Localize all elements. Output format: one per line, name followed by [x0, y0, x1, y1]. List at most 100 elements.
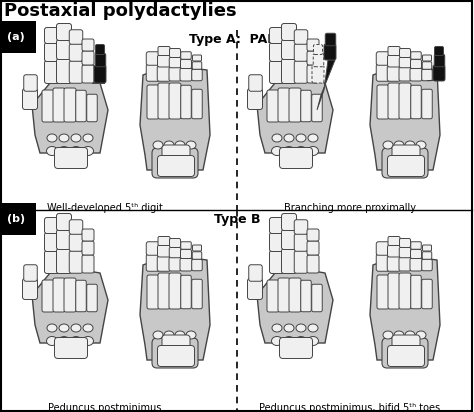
FancyBboxPatch shape	[181, 242, 191, 249]
FancyBboxPatch shape	[45, 232, 60, 251]
Polygon shape	[257, 267, 333, 343]
FancyBboxPatch shape	[294, 44, 308, 61]
FancyBboxPatch shape	[307, 255, 319, 273]
FancyBboxPatch shape	[307, 39, 319, 51]
FancyBboxPatch shape	[388, 83, 400, 119]
FancyBboxPatch shape	[399, 247, 411, 258]
FancyBboxPatch shape	[64, 278, 76, 312]
FancyBboxPatch shape	[53, 278, 65, 312]
FancyBboxPatch shape	[294, 61, 308, 83]
FancyBboxPatch shape	[301, 280, 311, 312]
FancyBboxPatch shape	[411, 85, 421, 119]
FancyBboxPatch shape	[410, 250, 421, 258]
Ellipse shape	[405, 141, 415, 149]
Ellipse shape	[308, 337, 319, 346]
Polygon shape	[317, 60, 335, 110]
FancyBboxPatch shape	[392, 335, 420, 353]
FancyBboxPatch shape	[192, 69, 202, 81]
FancyBboxPatch shape	[422, 259, 432, 271]
FancyBboxPatch shape	[181, 52, 191, 59]
FancyBboxPatch shape	[270, 61, 284, 84]
FancyBboxPatch shape	[399, 273, 411, 309]
FancyBboxPatch shape	[376, 254, 390, 271]
FancyBboxPatch shape	[434, 54, 445, 67]
FancyBboxPatch shape	[388, 47, 400, 56]
FancyBboxPatch shape	[294, 251, 308, 273]
FancyBboxPatch shape	[376, 52, 390, 65]
FancyBboxPatch shape	[157, 346, 194, 367]
FancyBboxPatch shape	[411, 275, 421, 309]
FancyBboxPatch shape	[192, 62, 202, 69]
Text: (a): (a)	[7, 32, 25, 42]
FancyBboxPatch shape	[162, 335, 190, 353]
FancyBboxPatch shape	[181, 250, 191, 258]
Ellipse shape	[394, 331, 404, 339]
FancyBboxPatch shape	[301, 90, 311, 122]
FancyBboxPatch shape	[280, 147, 312, 169]
FancyBboxPatch shape	[410, 59, 421, 68]
Ellipse shape	[383, 141, 393, 149]
FancyBboxPatch shape	[45, 28, 60, 44]
FancyBboxPatch shape	[45, 61, 60, 84]
FancyBboxPatch shape	[82, 241, 94, 255]
FancyBboxPatch shape	[399, 257, 411, 271]
Text: Peduncus postminimus, bifid 5ᵗʰ toes: Peduncus postminimus, bifid 5ᵗʰ toes	[259, 403, 440, 412]
FancyBboxPatch shape	[56, 40, 72, 59]
FancyBboxPatch shape	[87, 94, 97, 122]
FancyBboxPatch shape	[146, 254, 160, 271]
FancyBboxPatch shape	[411, 242, 421, 249]
Ellipse shape	[71, 337, 82, 346]
FancyBboxPatch shape	[247, 279, 263, 300]
FancyBboxPatch shape	[82, 65, 94, 83]
FancyBboxPatch shape	[22, 89, 37, 110]
Ellipse shape	[153, 331, 163, 339]
FancyBboxPatch shape	[294, 234, 308, 251]
FancyBboxPatch shape	[312, 65, 324, 83]
Text: Type A:  PAPA: Type A: PAPA	[189, 33, 285, 46]
FancyBboxPatch shape	[95, 44, 104, 54]
FancyBboxPatch shape	[24, 265, 37, 281]
Ellipse shape	[71, 324, 81, 332]
Polygon shape	[140, 65, 210, 170]
FancyBboxPatch shape	[169, 257, 181, 271]
FancyBboxPatch shape	[400, 49, 410, 58]
FancyBboxPatch shape	[69, 251, 83, 273]
Ellipse shape	[82, 147, 93, 155]
Ellipse shape	[296, 134, 306, 142]
FancyBboxPatch shape	[170, 49, 181, 58]
FancyBboxPatch shape	[56, 23, 72, 40]
FancyBboxPatch shape	[45, 42, 60, 61]
FancyBboxPatch shape	[294, 220, 308, 234]
Ellipse shape	[164, 141, 174, 149]
FancyBboxPatch shape	[313, 44, 322, 54]
Ellipse shape	[164, 331, 174, 339]
FancyBboxPatch shape	[307, 241, 319, 255]
FancyBboxPatch shape	[82, 255, 94, 273]
FancyBboxPatch shape	[56, 248, 72, 274]
FancyBboxPatch shape	[249, 265, 262, 281]
FancyBboxPatch shape	[270, 218, 284, 234]
Ellipse shape	[186, 141, 196, 149]
FancyBboxPatch shape	[152, 338, 198, 368]
FancyBboxPatch shape	[55, 147, 88, 169]
Ellipse shape	[272, 147, 283, 155]
FancyBboxPatch shape	[399, 83, 411, 119]
FancyBboxPatch shape	[192, 55, 201, 61]
Ellipse shape	[308, 147, 319, 155]
FancyBboxPatch shape	[157, 55, 171, 67]
Ellipse shape	[416, 141, 426, 149]
FancyBboxPatch shape	[289, 278, 301, 312]
FancyBboxPatch shape	[307, 65, 319, 83]
FancyBboxPatch shape	[387, 256, 401, 271]
FancyBboxPatch shape	[22, 279, 37, 300]
FancyBboxPatch shape	[192, 279, 202, 309]
FancyBboxPatch shape	[158, 47, 170, 56]
Polygon shape	[140, 255, 210, 360]
Ellipse shape	[308, 324, 318, 332]
Ellipse shape	[308, 134, 318, 142]
Ellipse shape	[175, 331, 185, 339]
FancyBboxPatch shape	[69, 220, 83, 234]
Ellipse shape	[283, 147, 294, 155]
FancyBboxPatch shape	[158, 83, 170, 119]
FancyBboxPatch shape	[56, 213, 72, 230]
